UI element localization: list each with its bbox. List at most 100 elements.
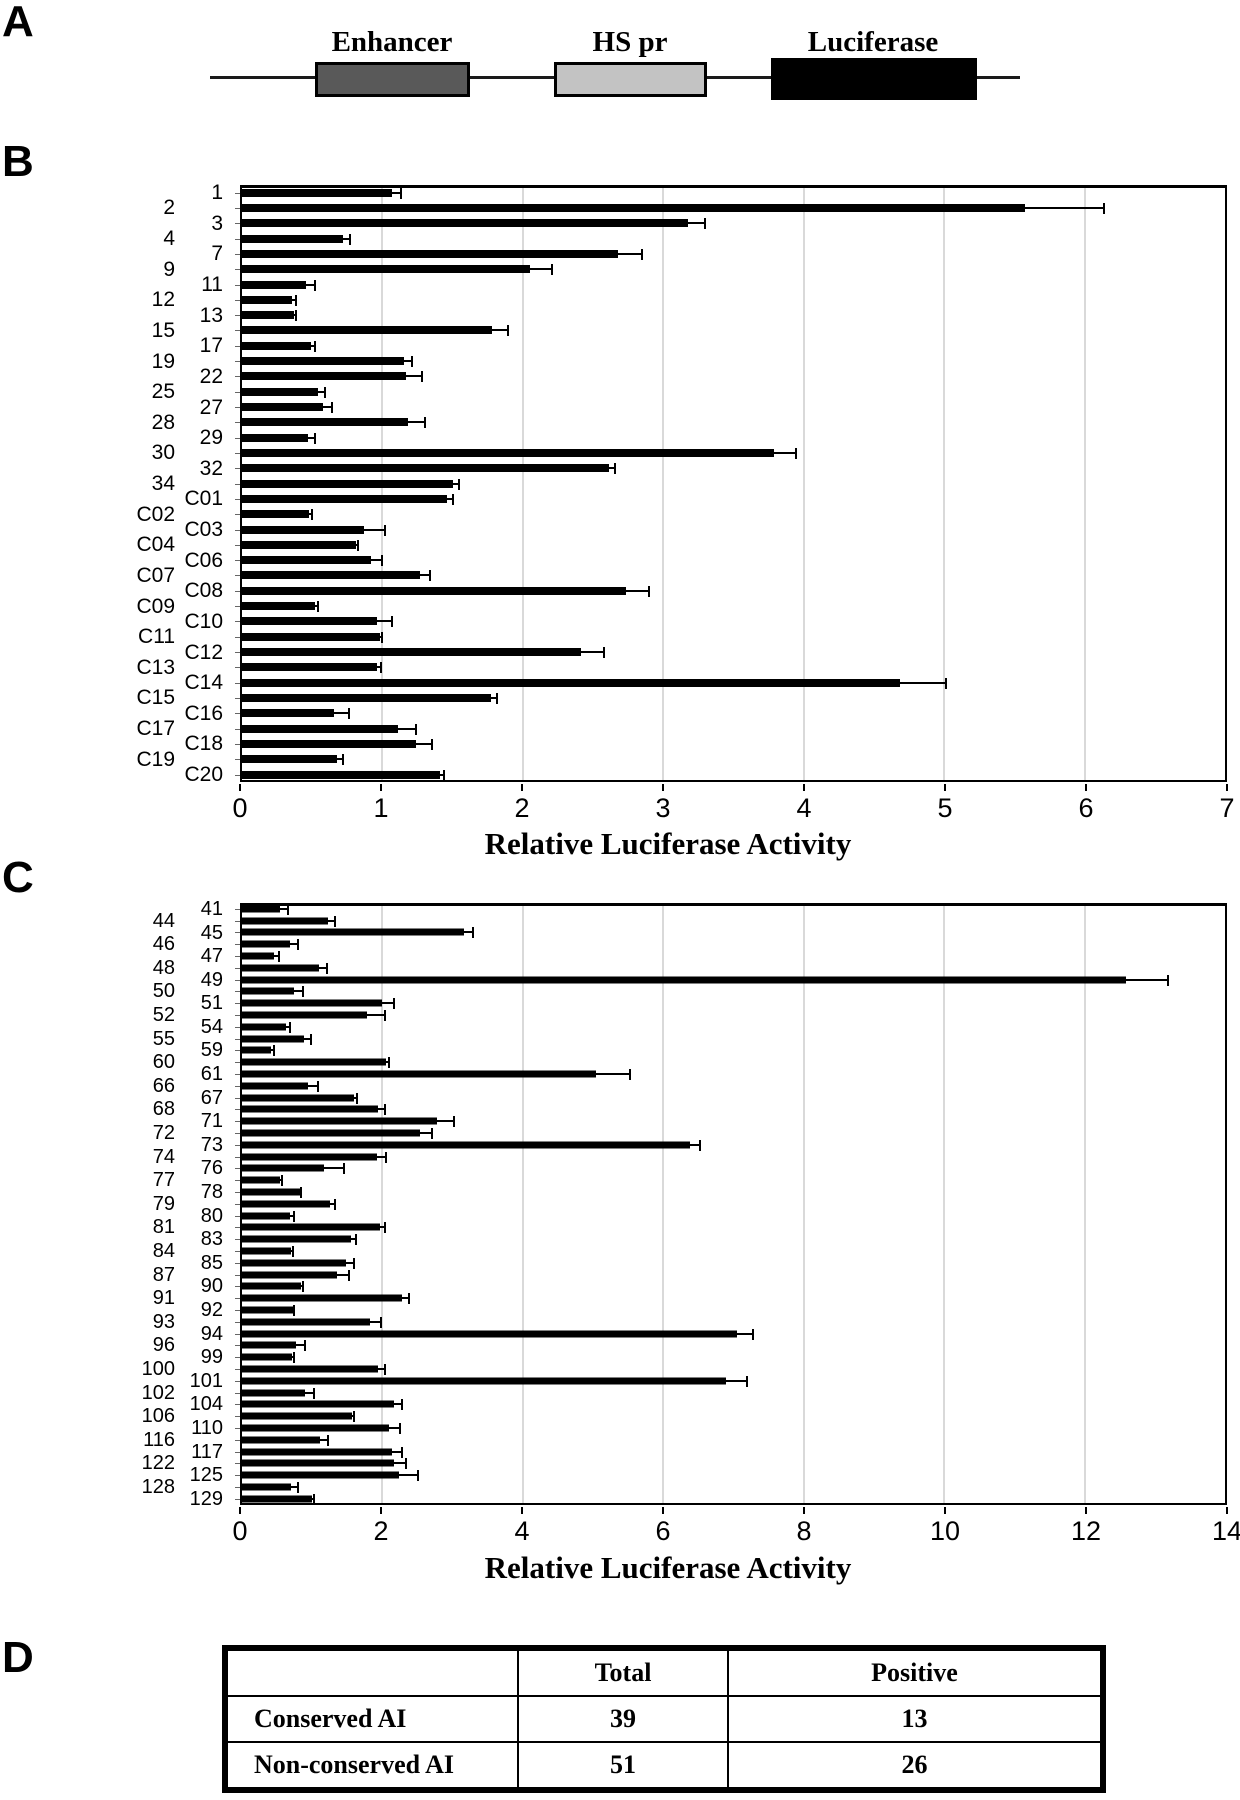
y-axis-tick xyxy=(223,614,240,629)
bar-label-outer: C07 xyxy=(136,563,175,587)
error-bar xyxy=(290,939,299,951)
error-bar xyxy=(293,310,298,322)
bar-row: 128 xyxy=(130,1477,1227,1497)
bar-label-outer: 34 xyxy=(151,472,175,496)
error-bar xyxy=(581,647,605,659)
y-axis-tick xyxy=(223,986,240,998)
x-axis-tick-mark xyxy=(380,1507,382,1514)
y-axis-tick xyxy=(223,736,240,751)
y-axis-tick xyxy=(223,415,240,430)
bar-area xyxy=(240,1269,1227,1281)
error-bar xyxy=(306,279,317,291)
error-bar xyxy=(392,187,403,199)
bar-label-inner: C20 xyxy=(184,763,223,787)
bar-row: C15 xyxy=(130,687,1227,708)
bar-label-inner: C14 xyxy=(184,671,223,695)
error-bar xyxy=(626,585,650,597)
y-axis-tick xyxy=(223,1222,240,1234)
y-axis-tick xyxy=(223,323,240,338)
bar xyxy=(240,464,610,473)
bar-row: 13 xyxy=(130,305,1227,326)
y-axis-tick xyxy=(223,1410,240,1422)
bar xyxy=(240,1459,395,1467)
bar-area xyxy=(240,1198,1227,1210)
bar-area xyxy=(240,1045,1227,1057)
bar-label-inner: 51 xyxy=(200,992,223,1015)
error-bar xyxy=(389,1422,401,1434)
y-axis-tick xyxy=(223,1304,240,1316)
bar-label-inner: C06 xyxy=(184,548,223,572)
bar-label-inner: C08 xyxy=(184,579,223,603)
bar-area xyxy=(240,185,1227,200)
y-axis-tick xyxy=(223,927,240,939)
bar-label-inner: 101 xyxy=(189,1369,223,1392)
x-axis-title: Relative Luciferase Activity xyxy=(484,1550,852,1585)
bar-area xyxy=(240,915,1227,927)
bar xyxy=(240,1188,300,1196)
bar xyxy=(240,940,291,948)
error-bar xyxy=(403,356,414,368)
bar-row: 52 xyxy=(130,1005,1227,1025)
error-bar xyxy=(371,555,384,567)
error-bar xyxy=(420,570,432,582)
error-bar xyxy=(774,447,797,459)
gridline xyxy=(1083,906,1086,1503)
error-bar xyxy=(609,463,616,475)
bar-row: 12 xyxy=(130,289,1227,310)
bar xyxy=(240,739,417,748)
bar-label-outer: 60 xyxy=(152,1051,175,1074)
bar-row: C16 xyxy=(130,703,1227,724)
bar xyxy=(240,1035,305,1043)
bar xyxy=(240,917,329,925)
error-bar xyxy=(354,1092,358,1104)
y-axis-tick xyxy=(223,1045,240,1057)
y-axis-tick xyxy=(223,200,240,215)
error-bar xyxy=(464,927,475,939)
error-bar xyxy=(350,1234,357,1246)
bar-area xyxy=(240,445,1227,460)
bar-row: 72 xyxy=(130,1123,1227,1143)
error-bar xyxy=(292,294,298,306)
y-axis-tick xyxy=(223,1457,240,1469)
bar-area xyxy=(240,262,1227,277)
gridline xyxy=(521,906,524,1503)
bar-row: 100 xyxy=(130,1359,1227,1379)
bar-row: 45 xyxy=(130,923,1227,943)
bar-row: 87 xyxy=(130,1265,1227,1285)
luciferase-box xyxy=(771,58,977,100)
error-bar xyxy=(725,1375,749,1387)
bar-label-outer: 44 xyxy=(152,909,175,932)
x-axis-tick-label: 4 xyxy=(514,1516,530,1546)
bar-row: 110 xyxy=(130,1418,1227,1438)
x-axis-tick-label: 0 xyxy=(232,793,248,823)
bar-area xyxy=(240,461,1227,476)
bar-area xyxy=(240,246,1227,261)
bar-area xyxy=(240,491,1227,506)
bar-row: 22 xyxy=(130,366,1227,387)
bar-area xyxy=(240,353,1227,368)
bar xyxy=(240,188,393,197)
bar xyxy=(240,295,293,304)
bar-row: 9 xyxy=(130,259,1227,280)
bar-row: 46 xyxy=(130,934,1227,954)
bar xyxy=(240,1377,726,1385)
bar-row: 32 xyxy=(130,458,1227,479)
error-bar xyxy=(392,1446,403,1458)
bar-label-outer: 19 xyxy=(151,349,175,373)
bar-area xyxy=(240,1092,1227,1104)
bar xyxy=(240,1082,308,1090)
bar xyxy=(240,1105,379,1113)
y-axis-tick xyxy=(223,369,240,384)
error-bar xyxy=(394,1399,403,1411)
bar-row: 7 xyxy=(130,243,1227,264)
bar-area xyxy=(240,1080,1227,1092)
bar-row: 49 xyxy=(130,970,1227,990)
bar xyxy=(240,1200,331,1208)
error-bar xyxy=(292,1304,297,1316)
bar xyxy=(240,678,900,687)
bar-area xyxy=(240,1410,1227,1423)
y-axis-tick xyxy=(223,706,240,721)
y-axis-tick xyxy=(223,690,240,705)
bar-area xyxy=(240,1422,1227,1434)
panel-d-letter: D xyxy=(2,1633,34,1682)
